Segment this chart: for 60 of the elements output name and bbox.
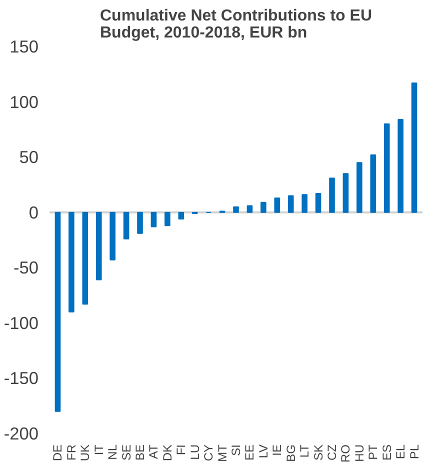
bar	[384, 123, 390, 213]
bar	[288, 195, 294, 213]
y-tick-label: 100	[10, 92, 39, 112]
bar	[137, 212, 143, 234]
y-tick-label: -150	[4, 368, 39, 388]
bar	[260, 202, 266, 213]
x-tick-label: LT	[298, 444, 312, 458]
x-tick-label: LU	[188, 444, 202, 460]
x-tick-label: IT	[92, 444, 106, 456]
y-tick-label: 50	[19, 147, 39, 168]
bar	[164, 212, 170, 226]
bar	[356, 162, 362, 213]
x-tick-label: MT	[215, 444, 230, 462]
y-tick-label: -100	[4, 312, 39, 333]
x-tick-label: AT	[146, 444, 161, 459]
x-tick-label: ES	[380, 444, 394, 461]
bar	[329, 178, 335, 213]
x-tick-label: BE	[133, 444, 148, 461]
x-tick-label: SK	[311, 444, 326, 461]
bar	[411, 82, 418, 213]
bar	[68, 212, 74, 312]
bar	[54, 212, 61, 412]
x-tick-label: FI	[174, 444, 188, 456]
x-tick-label: EL	[394, 444, 408, 460]
x-tick-label: SE	[119, 444, 134, 461]
y-tick-label: -50	[13, 258, 38, 278]
y-tick-label: 0	[28, 202, 39, 222]
bar	[342, 173, 349, 213]
x-tick-label: SI	[229, 444, 243, 456]
bar	[150, 212, 157, 228]
x-tick-label: PT	[366, 444, 380, 460]
bar	[398, 118, 404, 213]
bar	[123, 212, 130, 240]
x-tick-label: EE	[242, 444, 257, 461]
x-tick-label: CY	[202, 444, 216, 462]
x-tick-label: FR	[64, 444, 78, 460]
bar	[82, 212, 88, 305]
x-tick-label: UK	[78, 444, 92, 462]
x-tick-label: RO	[338, 444, 353, 462]
chart-title: Cumulative Net Contributions to EU Budget, 2010-2018, EUR bn	[100, 8, 372, 42]
bar	[315, 193, 322, 213]
y-tick-label: -200	[4, 424, 39, 444]
bar	[96, 212, 102, 280]
x-tick-label: BG	[284, 444, 298, 462]
bar	[110, 212, 116, 260]
y-tick-label: 150	[10, 36, 39, 56]
x-tick-label: HU	[352, 444, 366, 462]
x-tick-label: IE	[270, 444, 284, 456]
bar	[302, 194, 308, 213]
bar	[370, 154, 376, 213]
x-tick-label: NL	[106, 444, 120, 460]
bar	[178, 212, 184, 220]
x-tick-label: LV	[256, 444, 270, 458]
bar	[246, 205, 253, 213]
bar	[233, 206, 239, 213]
x-tick-label: PL	[407, 444, 422, 460]
x-tick-label: CZ	[324, 444, 339, 460]
bar	[274, 197, 280, 213]
x-tick-label: DE	[50, 444, 65, 462]
x-tick-label: DK	[160, 444, 174, 462]
